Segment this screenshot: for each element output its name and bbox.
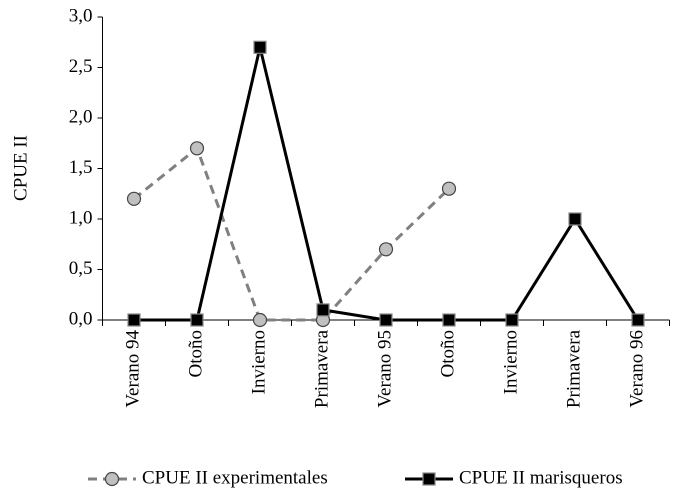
marker bbox=[126, 191, 142, 206]
x-tick-label: Invierno bbox=[248, 330, 269, 394]
marker bbox=[441, 181, 457, 196]
marker bbox=[253, 40, 267, 54]
legend-label: CPUE II marisqueros bbox=[459, 467, 623, 488]
legend-label: CPUE II experimentales bbox=[142, 467, 328, 488]
marker bbox=[378, 242, 394, 257]
x-tick-label: Otoño bbox=[185, 330, 206, 378]
marker bbox=[568, 212, 582, 226]
marker bbox=[505, 313, 519, 327]
x-tick-label: Primavera bbox=[311, 329, 332, 408]
legend-marker bbox=[422, 472, 436, 486]
x-tick-label: Otoño bbox=[437, 330, 458, 378]
marker bbox=[631, 313, 645, 327]
marker bbox=[189, 141, 205, 156]
y-axis-label: CPUE II bbox=[10, 135, 31, 201]
y-tick-label: 2,0 bbox=[69, 106, 93, 127]
y-tick-label: 1,5 bbox=[69, 157, 93, 178]
x-tick-label: Invierno bbox=[500, 330, 521, 394]
x-tick-label: Verano 96 bbox=[626, 330, 647, 408]
marker bbox=[379, 313, 393, 327]
marker bbox=[190, 313, 204, 327]
y-tick-label: 3,0 bbox=[69, 5, 93, 26]
series-line bbox=[134, 46, 640, 322]
marker bbox=[316, 303, 330, 317]
marker bbox=[127, 313, 141, 327]
y-tick-label: 0,0 bbox=[69, 308, 93, 329]
x-tick-label: Verano 95 bbox=[374, 330, 395, 408]
series-line bbox=[133, 145, 451, 322]
x-tick-label: Verano 94 bbox=[122, 330, 143, 408]
marker bbox=[252, 312, 268, 328]
y-tick-label: 1,0 bbox=[69, 207, 93, 228]
x-tick-label: Primavera bbox=[563, 329, 584, 408]
y-tick-label: 0,5 bbox=[69, 258, 93, 279]
y-tick-label: 2,5 bbox=[69, 56, 93, 77]
legend-marker bbox=[104, 471, 120, 487]
marker bbox=[442, 313, 456, 327]
